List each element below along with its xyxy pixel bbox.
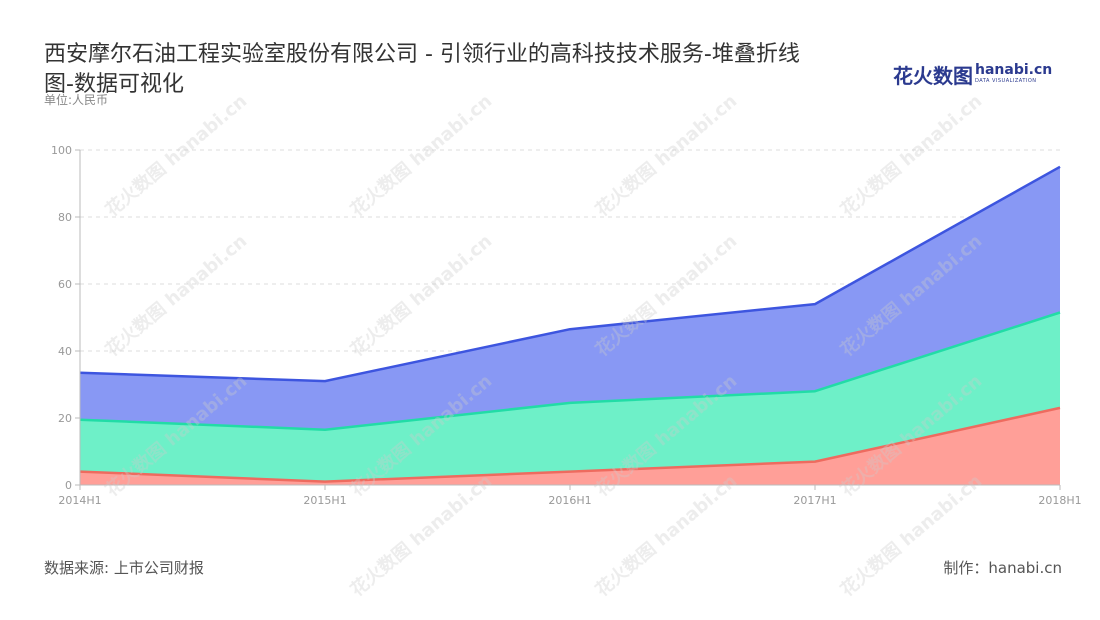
watermark: 花火数图 hanabi.cn [346, 90, 496, 221]
brand-logo-sub: DATA VISUALIZATION [975, 78, 1037, 84]
watermark: 花火数图 hanabi.cn [346, 230, 496, 361]
series-bottom-area [80, 407, 1060, 485]
brand-logo: 花火数图 hanabi.cn DATA VISUALIZATION [893, 60, 1052, 88]
y-tick-label: 60 [58, 278, 72, 291]
x-tick-label: 2018H1 [1038, 494, 1081, 507]
area-layer [79, 165, 1061, 485]
brand-logo-cn: 花火数图 [893, 64, 973, 88]
y-tick-label: 20 [58, 412, 72, 425]
series-middle-area [80, 312, 1060, 482]
watermark: 花火数图 hanabi.cn [591, 90, 741, 221]
series-top-line [79, 165, 1061, 383]
y-tick-label: 100 [51, 144, 72, 157]
chart-title: 西安摩尔石油工程实验室股份有限公司 - 引领行业的高科技技术服务-堆叠折线图-数… [44, 42, 800, 97]
maker-credit: 制作：hanabi.cn [943, 559, 1062, 577]
watermark: 花火数图 hanabi.cn [836, 90, 986, 221]
axis-layer: 0 20 40 60 80 100 2014H1 2015H1 2016H1 2017H1 2018… [51, 144, 1082, 507]
x-tick-label: 2014H1 [58, 494, 101, 507]
watermark: 花火数图 hanabi.cn [101, 230, 251, 361]
y-tick-label: 40 [58, 345, 72, 358]
x-tick-label: 2016H1 [548, 494, 591, 507]
series-bottom-line [79, 406, 1061, 483]
brand-logo-en: hanabi.cn [975, 62, 1053, 78]
watermark: 花火数图 hanabi.cn [101, 90, 251, 221]
y-tick-label: 0 [65, 479, 72, 492]
data-source: 数据来源: 上市公司财报 [44, 559, 204, 577]
series-top-area [80, 166, 1060, 430]
unit-label: 单位:人民币 [44, 93, 109, 107]
y-tick-label: 80 [58, 211, 72, 224]
series-middle-line [79, 311, 1061, 431]
x-tick-label: 2017H1 [793, 494, 836, 507]
x-tick-label: 2015H1 [303, 494, 346, 507]
